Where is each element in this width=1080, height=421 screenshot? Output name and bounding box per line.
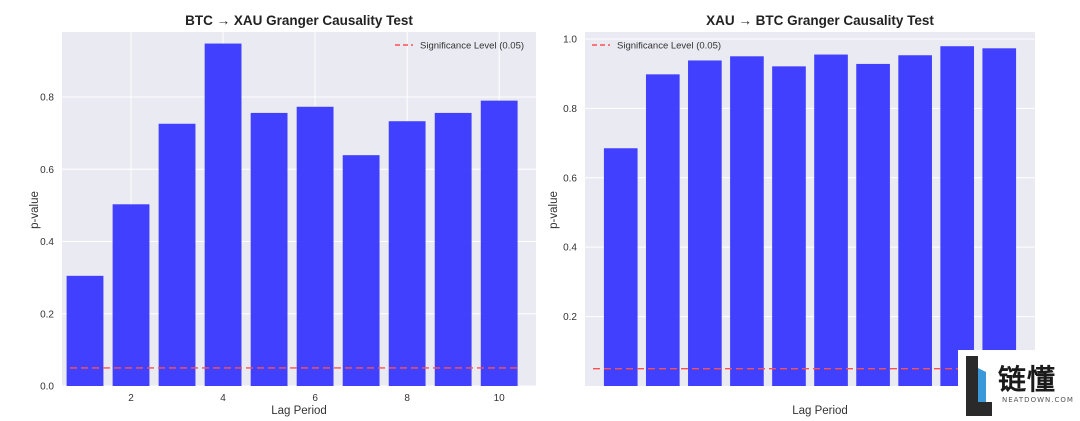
bar-lag-7: [342, 155, 380, 386]
x-ticks: 2 4 6 8 10: [128, 393, 505, 404]
watermark-url: NEATDOWN.COM: [1002, 396, 1074, 404]
chart-title: BTC → XAU Granger Causality Test: [185, 13, 413, 28]
bar-lag-8: [388, 121, 426, 387]
x-tick-label: 6: [312, 393, 318, 404]
bar-lag-10: [982, 48, 1017, 386]
bar-lag-5: [250, 112, 288, 387]
x-tick-label: 8: [404, 393, 410, 404]
y-tick-label: 1.0: [563, 34, 577, 45]
bar-lag-2: [112, 204, 150, 386]
y-tick-label: 0.4: [40, 237, 54, 248]
legend: Significance Level (0.05): [592, 41, 721, 52]
y-tick-label: 0.8: [563, 104, 577, 115]
legend-label: Significance Level (0.05): [617, 41, 721, 52]
chart-title: XAU → BTC Granger Causality Test: [706, 13, 934, 28]
bar-lag-9: [434, 112, 472, 387]
watermark: 链懂 NEATDOWN.COM: [958, 350, 1080, 421]
y-ticks: 0.0 0.2 0.4 0.6 0.8: [40, 93, 54, 393]
bar-lag-4: [204, 43, 242, 387]
bars: [603, 46, 1017, 387]
x-axis-label: Lag Period: [792, 405, 848, 417]
legend-label: Significance Level (0.05): [420, 41, 524, 52]
chart-btc-to-xau: 0.0 0.2 0.4 0.6 0.8 2 4 6 8 10 Significance Leve…: [29, 13, 536, 417]
x-axis-label: Lag Period: [271, 405, 327, 417]
chart-xau-to-btc: 0.2 0.4 0.6 0.8 1.0 Significance Level (0.05…: [548, 13, 1035, 417]
bar-lag-3: [688, 60, 722, 386]
y-axis-label: p-value: [548, 191, 560, 229]
y-ticks: 0.2 0.4 0.6 0.8 1.0: [563, 34, 577, 323]
y-tick-label: 0.2: [563, 312, 577, 323]
bar-lag-6: [814, 54, 848, 386]
bar-lag-8: [898, 55, 932, 387]
bar-lag-4: [730, 56, 764, 386]
watermark-text: 链懂: [998, 363, 1057, 396]
y-axis-label: p-value: [29, 191, 41, 229]
bar-lag-7: [856, 63, 890, 386]
bar-lag-6: [296, 106, 334, 386]
y-tick-label: 0.6: [40, 165, 54, 176]
y-tick-label: 0.6: [563, 173, 577, 184]
bar-lag-9: [940, 46, 975, 387]
bar-lag-5: [772, 66, 806, 386]
y-tick-label: 0.8: [40, 93, 54, 104]
bar-lag-10: [480, 100, 518, 386]
bar-lag-1: [66, 275, 104, 386]
watermark-logo-icon: [966, 356, 992, 416]
x-tick-label: 10: [494, 393, 506, 404]
x-tick-label: 4: [220, 393, 226, 404]
y-tick-label: 0.2: [40, 309, 54, 320]
bar-lag-3: [158, 123, 196, 386]
y-tick-label: 0.0: [40, 382, 54, 393]
y-tick-label: 0.4: [563, 243, 577, 254]
bar-lag-2: [645, 74, 680, 386]
bar-lag-1: [603, 148, 638, 386]
legend: Significance Level (0.05): [395, 41, 524, 52]
x-tick-label: 2: [128, 393, 134, 404]
